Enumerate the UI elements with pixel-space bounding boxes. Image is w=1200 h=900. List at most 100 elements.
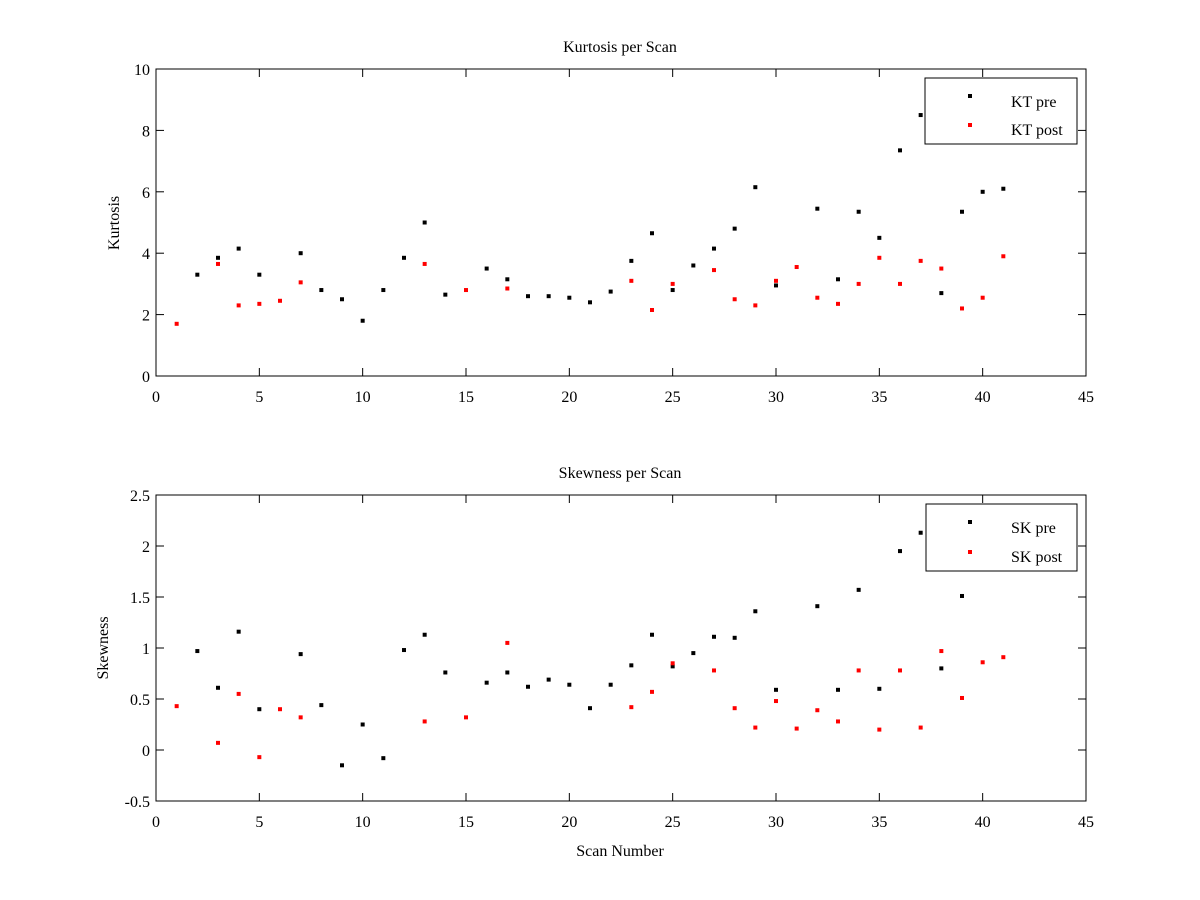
kurtosis-pre-point — [567, 295, 572, 300]
skewness-ytick-label: 2 — [142, 539, 150, 556]
kurtosis-xtick-label: 10 — [355, 389, 371, 406]
kurtosis-pre-point — [505, 277, 510, 282]
skewness-pre-point — [691, 651, 696, 656]
skewness-pre-point — [195, 649, 200, 654]
skewness-pre-point — [422, 632, 427, 637]
kurtosis-pre-point — [588, 300, 592, 305]
kurtosis-ytick-label: 2 — [142, 308, 150, 325]
kurtosis-post-point — [898, 281, 902, 286]
skewness-pre-point — [484, 680, 489, 685]
skewness-xtick-label: 25 — [665, 814, 681, 831]
kurtosis-post-point — [836, 301, 840, 306]
kurtosis-post-point — [980, 295, 985, 300]
skewness-pre-point — [712, 634, 716, 639]
kurtosis-pre-point — [980, 189, 985, 194]
kurtosis-pre-point — [381, 288, 386, 293]
kurtosis-pre-point — [753, 185, 758, 190]
skewness-pre-point — [588, 706, 592, 711]
kurtosis-legend-box — [924, 77, 1078, 145]
kurtosis-pre-point — [815, 206, 820, 211]
kurtosis-ytick-label: 6 — [142, 185, 150, 202]
skewness-pre-point — [815, 604, 820, 609]
skewness-post-point — [774, 699, 778, 704]
skewness-post-point — [216, 740, 220, 745]
skewness-ytick-label: -0.5 — [125, 794, 150, 811]
skewness-post-point — [257, 755, 262, 760]
kurtosis-post-point — [856, 281, 861, 286]
skewness-post-point — [174, 704, 179, 709]
kurtosis-pre-point — [856, 209, 861, 214]
kt-pre-legend-label: KT pre — [1011, 94, 1056, 111]
kurtosis-post-point — [278, 298, 282, 303]
kurtosis-post-point — [257, 301, 262, 306]
kurtosis-xtick-label: 30 — [768, 389, 784, 406]
kurtosis-pre-point — [195, 272, 200, 277]
skewness-post-point — [278, 707, 282, 712]
kurtosis-pre-point — [298, 251, 303, 256]
skewness-pre-point — [650, 632, 654, 637]
kurtosis-xtick-label: 25 — [665, 389, 681, 406]
kurtosis-ytick-label: 4 — [142, 246, 150, 263]
skewness-pre-point — [939, 666, 944, 671]
skewness-ytick-label: 1 — [142, 641, 150, 658]
skewness-post-point — [815, 708, 820, 713]
skewness-xtick-label: 15 — [458, 814, 474, 831]
skewness-post-point — [960, 695, 964, 700]
kt-post-legend-label: KT post — [1011, 122, 1063, 139]
kurtosis-post-point — [774, 278, 778, 283]
skewness-post-point — [505, 640, 510, 645]
kurtosis-xtick-label: 20 — [561, 389, 577, 406]
skewness-xtick-label: 30 — [768, 814, 784, 831]
skewness-pre-point — [877, 686, 882, 691]
kurtosis-title: Kurtosis per Scan — [563, 39, 677, 56]
skewness-pre-point — [443, 670, 448, 675]
skewness-post-point — [939, 649, 944, 654]
skewness-post-point — [980, 660, 985, 665]
kurtosis-pre-point — [236, 246, 241, 251]
skewness-post-point — [464, 715, 468, 720]
kurtosis-pre-point — [443, 292, 448, 297]
skewness-pre-point — [257, 707, 262, 712]
kurtosis-pre-point — [960, 209, 964, 214]
skewness-legend-box — [925, 503, 1078, 572]
skewness-ytick-label: 1.5 — [130, 590, 150, 607]
skewness-panel: Skewness per Scan Skewness Scan Number 0… — [95, 465, 1094, 860]
kurtosis-points — [174, 113, 1006, 326]
kurtosis-pre-point — [319, 288, 324, 293]
kurtosis-xtick-label: 15 — [458, 389, 474, 406]
skewness-pre-point — [546, 677, 551, 682]
skewness-points — [174, 530, 1006, 768]
skewness-xtick-label: 45 — [1078, 814, 1094, 831]
skewness-pre-point — [340, 763, 344, 768]
kurtosis-pre-point — [650, 231, 654, 236]
skewness-ytick-label: 0.5 — [130, 692, 150, 709]
kurtosis-ytick-label: 10 — [134, 62, 150, 79]
kurtosis-post-point — [422, 261, 427, 266]
skewness-post-point — [298, 715, 303, 720]
skewness-post-point — [732, 706, 737, 711]
kurtosis-post-point — [216, 261, 220, 266]
skewness-post-point — [794, 726, 799, 731]
kurtosis-post-point — [464, 288, 468, 293]
skewness-pre-point — [753, 609, 758, 614]
kurtosis-post-point — [815, 295, 820, 300]
kurtosis-pre-point — [526, 294, 530, 299]
kurtosis-post-point — [505, 286, 510, 291]
kurtosis-pre-point — [402, 255, 406, 260]
skewness-pre-point — [567, 682, 572, 687]
skewness-post-point — [918, 725, 923, 730]
skewness-pre-point — [216, 685, 220, 690]
kurtosis-pre-point — [608, 289, 613, 294]
kurtosis-ylabel: Kurtosis — [106, 196, 123, 250]
skewness-post-point — [856, 668, 861, 673]
kurtosis-post-point — [298, 280, 303, 285]
kurtosis-pre-point — [546, 294, 551, 299]
skewness-pre-point — [608, 682, 613, 687]
skewness-pre-point — [298, 652, 303, 657]
kurtosis-pre-point — [918, 113, 923, 118]
skewness-post-point — [877, 727, 882, 732]
skewness-ytick-label: 0 — [142, 743, 150, 760]
kurtosis-post-point — [960, 306, 964, 311]
kurtosis-pre-point — [629, 258, 634, 263]
